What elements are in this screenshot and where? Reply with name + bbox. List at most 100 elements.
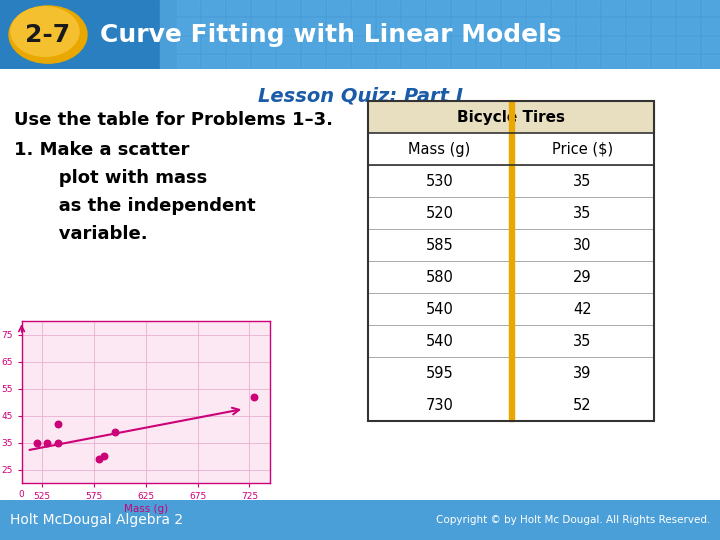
- Point: [32, 438, 43, 447]
- Bar: [702, 18, 720, 33]
- Bar: [527, 0, 549, 15]
- Bar: [452, 18, 474, 33]
- Bar: [527, 37, 549, 52]
- Bar: [177, 37, 199, 52]
- Ellipse shape: [9, 6, 87, 63]
- Bar: [160, 0, 720, 69]
- Bar: [652, 37, 674, 52]
- Text: 585: 585: [426, 238, 454, 253]
- Text: Price ($): Price ($): [552, 141, 613, 157]
- Bar: [277, 18, 299, 33]
- Bar: [368, 293, 654, 325]
- Bar: [427, 18, 449, 33]
- Text: 30: 30: [573, 238, 592, 253]
- Text: as the independent: as the independent: [40, 197, 256, 215]
- Bar: [577, 37, 599, 52]
- Bar: [368, 165, 654, 197]
- Point: [52, 420, 63, 428]
- Bar: [377, 18, 399, 33]
- Text: Use the table for Problems 1–3.: Use the table for Problems 1–3.: [14, 111, 333, 129]
- Bar: [502, 37, 524, 52]
- Bar: [602, 37, 624, 52]
- Bar: [677, 0, 699, 15]
- Bar: [402, 0, 424, 15]
- Bar: [368, 133, 654, 165]
- Bar: [552, 0, 574, 15]
- Point: [248, 393, 260, 401]
- Bar: [368, 261, 654, 293]
- Bar: [577, 18, 599, 33]
- Bar: [327, 18, 349, 33]
- Point: [52, 438, 63, 447]
- Text: 730: 730: [426, 398, 454, 413]
- Bar: [627, 0, 649, 15]
- Bar: [452, 0, 474, 15]
- Bar: [368, 357, 654, 389]
- Bar: [652, 0, 674, 15]
- Bar: [368, 197, 654, 230]
- Text: 42: 42: [573, 302, 592, 317]
- Bar: [477, 37, 499, 52]
- Text: 35: 35: [573, 174, 592, 188]
- Text: 2-7: 2-7: [25, 23, 71, 46]
- Bar: [352, 55, 374, 71]
- Bar: [302, 0, 324, 15]
- Bar: [527, 18, 549, 33]
- Bar: [252, 0, 274, 15]
- Text: Mass (g): Mass (g): [408, 141, 471, 157]
- Bar: [702, 37, 720, 52]
- Text: 35: 35: [573, 334, 592, 349]
- Bar: [677, 37, 699, 52]
- Text: Copyright © by Holt Mc Dougal. All Rights Reserved.: Copyright © by Holt Mc Dougal. All Right…: [436, 515, 710, 525]
- Bar: [577, 0, 599, 15]
- Text: 0: 0: [19, 490, 24, 499]
- Bar: [202, 37, 224, 52]
- Bar: [602, 0, 624, 15]
- Bar: [177, 55, 199, 71]
- Point: [42, 438, 53, 447]
- Bar: [477, 18, 499, 33]
- Bar: [577, 55, 599, 71]
- Bar: [477, 55, 499, 71]
- Bar: [402, 55, 424, 71]
- Bar: [552, 18, 574, 33]
- Text: 52: 52: [573, 398, 592, 413]
- Text: Lesson Quiz: Part I: Lesson Quiz: Part I: [258, 86, 462, 105]
- Bar: [302, 18, 324, 33]
- Bar: [702, 55, 720, 71]
- Bar: [202, 18, 224, 33]
- Text: plot with mass: plot with mass: [40, 169, 207, 187]
- Bar: [352, 0, 374, 15]
- Bar: [402, 37, 424, 52]
- Bar: [527, 55, 549, 71]
- Bar: [227, 18, 249, 33]
- Bar: [377, 55, 399, 71]
- Text: 39: 39: [573, 366, 592, 381]
- Bar: [402, 18, 424, 33]
- Bar: [702, 0, 720, 15]
- Bar: [502, 18, 524, 33]
- Bar: [327, 37, 349, 52]
- Bar: [652, 55, 674, 71]
- Bar: [368, 389, 654, 421]
- Text: 530: 530: [426, 174, 454, 188]
- Ellipse shape: [11, 7, 79, 56]
- Bar: [227, 37, 249, 52]
- Point: [94, 455, 105, 463]
- Bar: [252, 55, 274, 71]
- Bar: [509, 101, 514, 421]
- Text: 540: 540: [426, 334, 454, 349]
- Bar: [452, 55, 474, 71]
- Bar: [502, 0, 524, 15]
- Text: Bicycle Tires: Bicycle Tires: [457, 110, 565, 125]
- Bar: [368, 101, 654, 133]
- Bar: [652, 18, 674, 33]
- Bar: [477, 0, 499, 15]
- Bar: [627, 37, 649, 52]
- Bar: [252, 37, 274, 52]
- Bar: [502, 55, 524, 71]
- Text: 35: 35: [573, 206, 592, 221]
- Bar: [227, 55, 249, 71]
- Bar: [602, 18, 624, 33]
- Point: [109, 428, 120, 436]
